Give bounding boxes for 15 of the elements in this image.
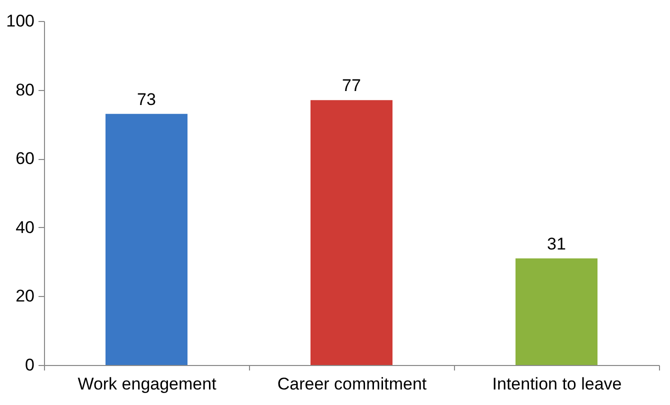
bar xyxy=(106,114,188,365)
bar xyxy=(310,100,392,365)
y-tick-label: 80 xyxy=(16,80,34,100)
data-label: 31 xyxy=(547,234,566,254)
y-tick-label: 60 xyxy=(16,149,34,168)
x-tick-label: Work engagement xyxy=(78,374,217,394)
x-tick-label: Intention to leave xyxy=(492,374,622,394)
y-tick-label: 100 xyxy=(6,12,34,30)
data-label: 73 xyxy=(137,90,156,109)
y-tick-label: 20 xyxy=(16,286,34,306)
y-tick-label: 0 xyxy=(25,356,34,374)
y-tick-label: 40 xyxy=(16,218,34,237)
bar xyxy=(516,258,598,365)
data-label: 77 xyxy=(342,76,361,96)
x-tick-label: Career commitment xyxy=(277,374,427,394)
